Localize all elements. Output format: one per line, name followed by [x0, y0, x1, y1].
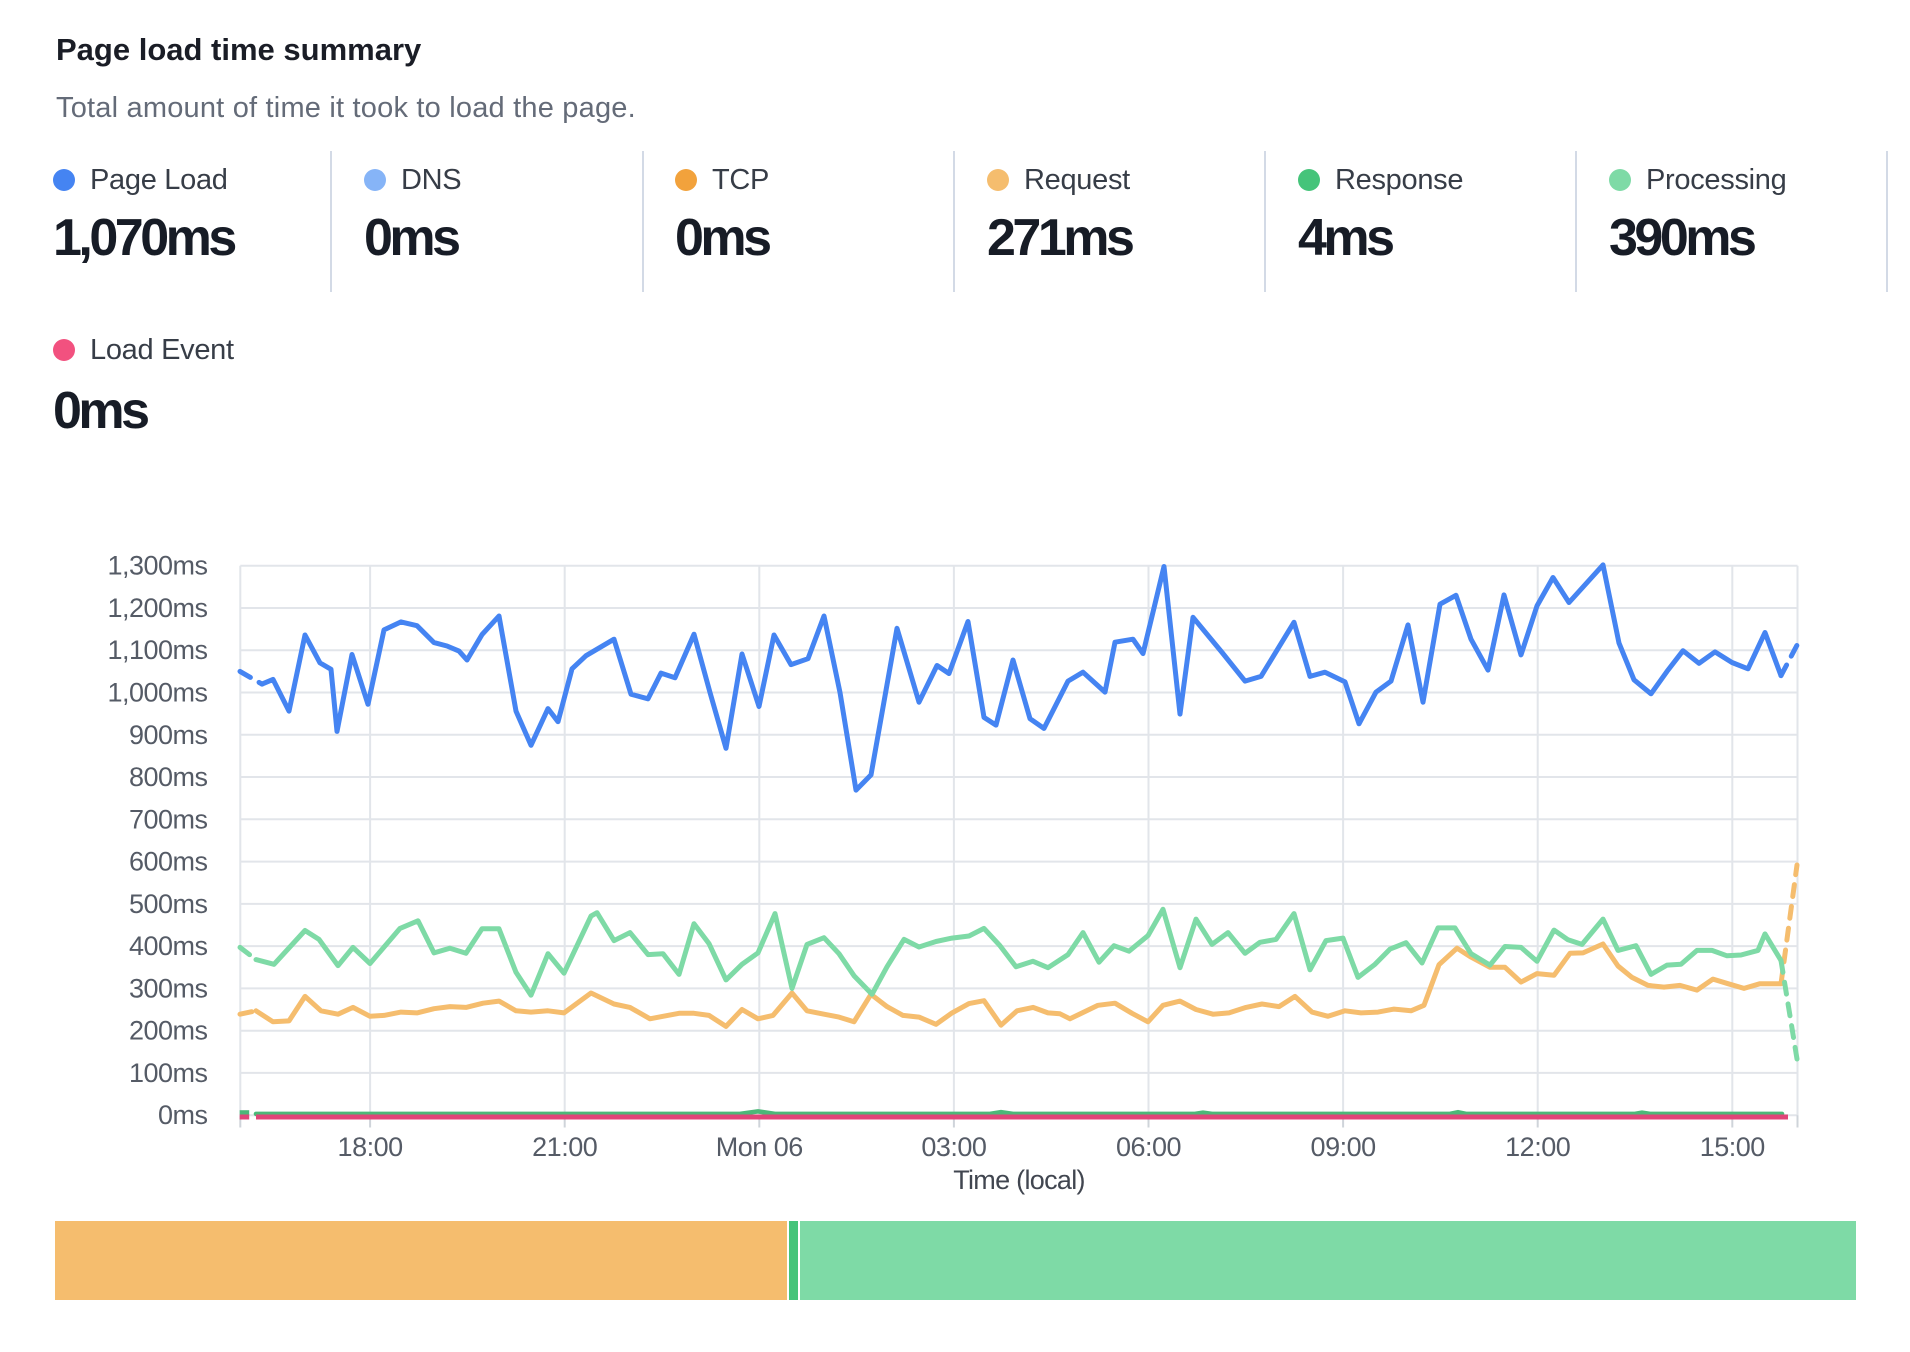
- svg-text:1,200ms: 1,200ms: [107, 593, 207, 623]
- svg-text:1,100ms: 1,100ms: [107, 635, 207, 665]
- svg-text:200ms: 200ms: [129, 1016, 208, 1046]
- svg-text:18:00: 18:00: [338, 1132, 403, 1162]
- svg-text:1,000ms: 1,000ms: [107, 678, 207, 708]
- svg-text:Mon 06: Mon 06: [716, 1132, 803, 1162]
- svg-text:06:00: 06:00: [1116, 1132, 1181, 1162]
- svg-text:100ms: 100ms: [129, 1058, 208, 1088]
- svg-text:03:00: 03:00: [921, 1132, 986, 1162]
- svg-text:700ms: 700ms: [129, 804, 208, 834]
- svg-text:0ms: 0ms: [158, 1100, 208, 1130]
- svg-text:Time (local): Time (local): [953, 1165, 1085, 1195]
- svg-text:800ms: 800ms: [129, 762, 208, 792]
- svg-text:15:00: 15:00: [1700, 1132, 1765, 1162]
- svg-text:09:00: 09:00: [1311, 1132, 1376, 1162]
- svg-text:21:00: 21:00: [532, 1132, 597, 1162]
- svg-text:600ms: 600ms: [129, 847, 208, 877]
- svg-text:1,300ms: 1,300ms: [107, 551, 207, 581]
- svg-text:500ms: 500ms: [129, 889, 208, 919]
- svg-text:900ms: 900ms: [129, 720, 208, 750]
- svg-text:12:00: 12:00: [1505, 1132, 1570, 1162]
- svg-text:300ms: 300ms: [129, 973, 208, 1003]
- svg-text:400ms: 400ms: [129, 931, 208, 961]
